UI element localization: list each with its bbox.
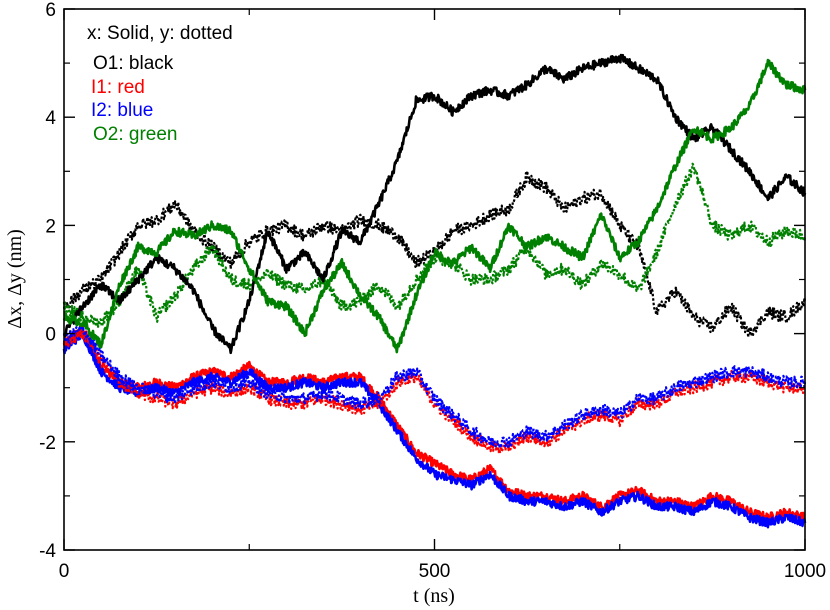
series-o1-y-line (62, 169, 807, 339)
legend-entry-style-note: x: Solid, y: dotted (87, 23, 233, 44)
x-tick-label: 0 (59, 561, 70, 582)
series-i1-y-line (62, 327, 806, 454)
series-layer (62, 53, 807, 529)
series-i2-y-line (62, 323, 807, 449)
series-o1-x-line (63, 53, 807, 355)
series-o2-y-line (62, 162, 807, 329)
y-axis-label: Δx, Δy (nm) (4, 229, 26, 329)
legend-entry-o1: O1: black (93, 53, 174, 74)
legend-entry-o2: O2: green (93, 124, 178, 145)
legend: x: Solid, y: dotted O1: black I1: red I2… (87, 23, 233, 145)
series-i2-x-line (62, 329, 807, 529)
y-tick-label: 6 (45, 0, 56, 21)
legend-entry-i1: I1: red (91, 77, 145, 98)
y-tick-label: -4 (39, 541, 56, 562)
y-tick-label: 2 (45, 216, 56, 237)
y-tick-label: 4 (45, 108, 56, 129)
x-tick-label: 500 (419, 561, 451, 582)
y-tick-label: -2 (39, 433, 56, 454)
x-tick-label: 1000 (784, 561, 826, 582)
series-o2-x-line (62, 58, 807, 354)
ticks-layer: 0 500 1000 -4 -2 0 2 4 6 (39, 0, 826, 582)
y-tick-label: 0 (45, 325, 56, 346)
x-axis-label: t (ns) (413, 585, 455, 607)
series-i1-x-line (62, 324, 806, 523)
legend-entry-i2: I2: blue (91, 100, 153, 121)
